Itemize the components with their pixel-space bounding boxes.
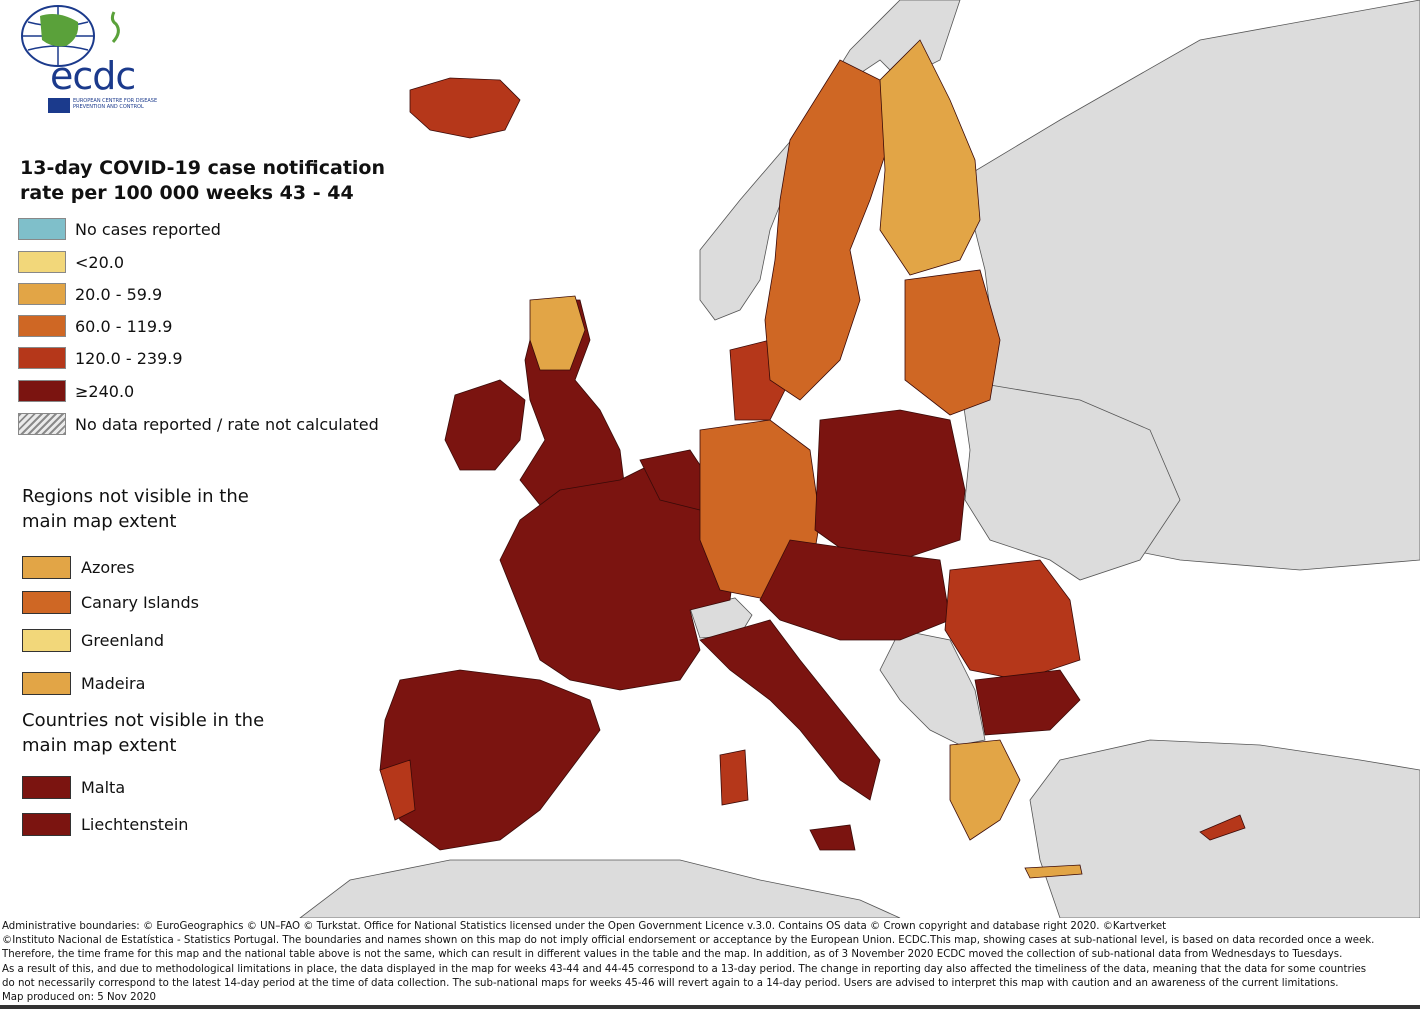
- country-label: Malta: [81, 777, 126, 797]
- sweden-region: [764, 59, 891, 401]
- scotland-region: [529, 295, 586, 371]
- region-item: Madeira: [22, 671, 145, 695]
- region-label: Greenland: [81, 630, 164, 650]
- iceland-region: [409, 77, 521, 139]
- legend-label: No data reported / rate not calculated: [75, 414, 379, 434]
- footer-line: As a result of this, and due to methodol…: [2, 963, 1367, 975]
- footer-line: do not necessarily correspond to the lat…: [2, 977, 1339, 989]
- region-item: Azores: [22, 555, 135, 579]
- legend-label: <20.0: [75, 252, 125, 272]
- legend-swatch: [18, 251, 66, 273]
- footer-line: Therefore, the time frame for this map a…: [2, 949, 1343, 961]
- country-label: Liechtenstein: [81, 814, 189, 834]
- romania-region: [944, 559, 1081, 681]
- legend-label: ≥240.0: [75, 381, 135, 401]
- greece-region: [949, 739, 1021, 841]
- legend-label: No cases reported: [75, 219, 221, 239]
- legend-item: No data reported / rate not calculated: [18, 412, 379, 436]
- ecdc-logo: ecdc EUROPEAN CENTRE FOR DISEASE PREVENT…: [18, 2, 168, 118]
- country-swatch: [22, 775, 71, 799]
- region-item: Canary Islands: [22, 590, 199, 614]
- footer-line: Administrative boundaries: © EuroGeograp…: [2, 921, 1167, 932]
- legend-swatch: [18, 347, 66, 369]
- iberia-region: [379, 669, 601, 851]
- region-swatch: [22, 628, 71, 652]
- country-item: Liechtenstein: [22, 812, 188, 836]
- countries-heading: Countries not visible in the main map ex…: [22, 710, 265, 756]
- legend-swatch-hatched: [18, 413, 66, 435]
- bottom-bar: [0, 1005, 1420, 1009]
- legend-item: 120.0 - 239.9: [18, 346, 183, 370]
- legend-item: No cases reported: [18, 217, 221, 241]
- region-swatch: [22, 671, 71, 695]
- region-label: Azores: [81, 557, 135, 577]
- europe-map: [299, 0, 1420, 918]
- region-swatch: [22, 555, 71, 579]
- baltics-region: [904, 269, 1001, 416]
- legend-label: 20.0 - 59.9: [75, 284, 163, 304]
- legend-swatch: [18, 283, 66, 305]
- ireland-region: [444, 379, 526, 471]
- legend-swatch: [18, 218, 66, 240]
- footer-notes: Administrative boundaries: © EuroGeograp…: [2, 920, 1418, 1006]
- region-label: Canary Islands: [81, 592, 199, 612]
- region-item: Greenland: [22, 628, 164, 652]
- footer-line: ©Instituto Nacional de Estatística - Sta…: [2, 935, 1375, 947]
- sicily-region: [809, 824, 856, 851]
- legend-item: 20.0 - 59.9: [18, 282, 162, 306]
- legend-item: <20.0: [18, 250, 124, 274]
- north-africa-region: [299, 859, 901, 918]
- legend-swatch: [18, 380, 66, 402]
- italy-region: [699, 619, 881, 801]
- legend-label: 120.0 - 239.9: [75, 348, 183, 368]
- region-swatch: [22, 590, 71, 614]
- legend-label: 60.0 - 119.9: [75, 316, 173, 336]
- sardinia-region: [719, 749, 749, 806]
- eu-flag-icon: [48, 98, 70, 113]
- ukraine-belarus-region: [959, 379, 1181, 581]
- logo-text: ecdc: [50, 54, 136, 98]
- portugal-south-region: [379, 759, 416, 821]
- finland-region: [879, 39, 981, 276]
- globe-icon: [21, 5, 120, 67]
- country-item: Malta: [22, 775, 125, 799]
- logo-subtitle: EUROPEAN CENTRE FOR DISEASE PREVENTION A…: [73, 98, 158, 110]
- legend-item: 60.0 - 119.9: [18, 314, 172, 338]
- poland-region: [814, 409, 966, 561]
- bulgaria-region: [974, 669, 1081, 736]
- legend-item: ≥240.0: [18, 379, 134, 403]
- legend-swatch: [18, 315, 66, 337]
- map-title: 13-day COVID-19 case notification rate p…: [20, 157, 385, 204]
- country-swatch: [22, 812, 71, 836]
- central-eu-region: [759, 539, 951, 641]
- crete-region: [1024, 864, 1083, 879]
- cyprus-region: [1199, 814, 1246, 841]
- region-label: Madeira: [81, 673, 146, 693]
- regions-heading: Regions not visible in the main map exte…: [22, 486, 249, 532]
- footer-line: Map produced on: 5 Nov 2020: [2, 992, 157, 1004]
